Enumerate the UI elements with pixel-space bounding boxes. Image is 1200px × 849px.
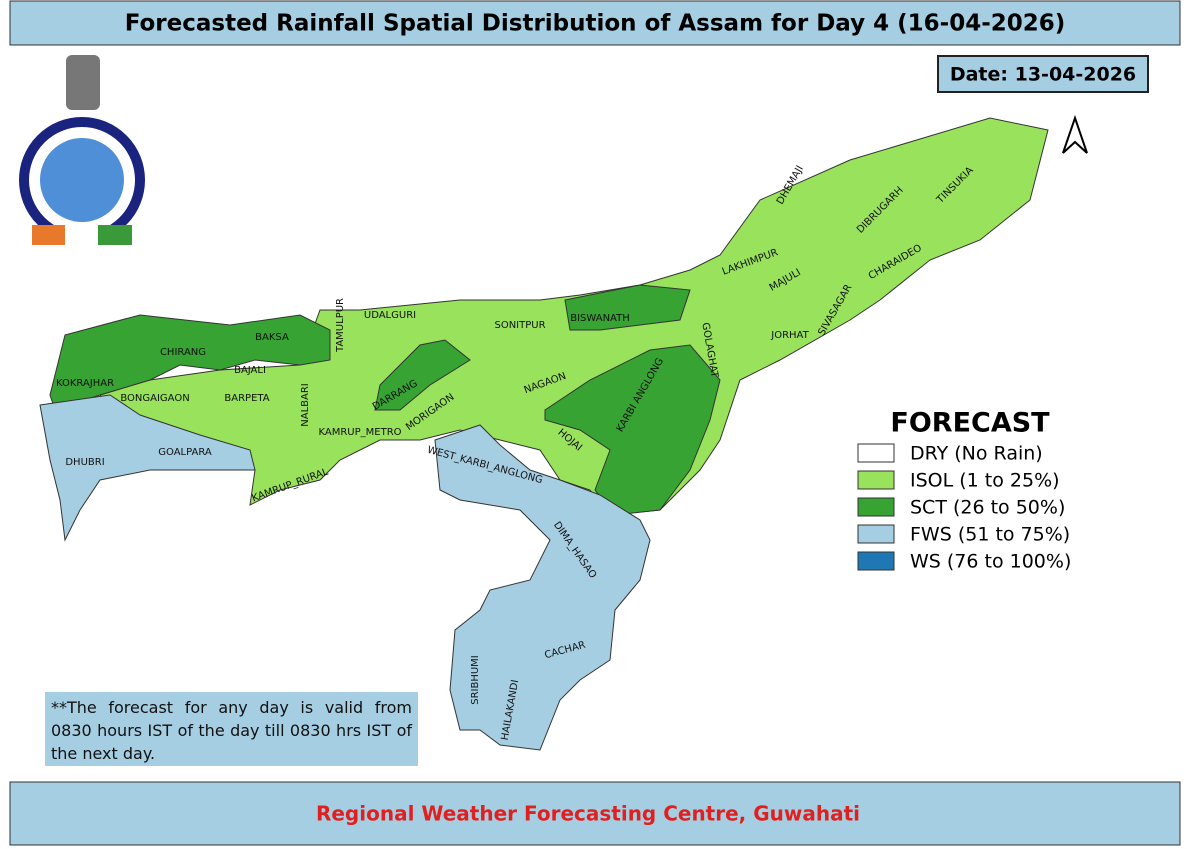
note: **The forecast for any day is valid from…	[45, 692, 418, 766]
district-label: BAKSA	[255, 332, 289, 343]
district-label: UDALGURI	[364, 310, 416, 321]
sct-region	[374, 339, 471, 411]
legend-title: FORECAST	[890, 408, 1050, 439]
legend-label: ISOL (1 to 25%)	[910, 470, 1060, 492]
footer: Regional Weather Forecasting Centre, Guw…	[316, 802, 860, 826]
legend-swatch	[857, 524, 895, 544]
legend-label: SCT (26 to 50%)	[910, 497, 1065, 519]
title: Forecasted Rainfall Spatial Distribution…	[125, 11, 1066, 37]
district-label: NALBARI	[300, 383, 311, 427]
logo	[19, 55, 145, 245]
sct-region	[564, 284, 691, 331]
fws-region	[39, 394, 256, 542]
fws-region	[434, 424, 651, 751]
map	[39, 117, 1049, 751]
legend-label: WS (76 to 100%)	[910, 551, 1071, 573]
district-label: BONGAIGAON	[120, 393, 189, 404]
date: Date: 13-04-2026	[950, 64, 1136, 86]
north-arrow	[1062, 114, 1088, 154]
district-label: JORHAT	[770, 330, 809, 341]
district-label: BISWANATH	[570, 313, 630, 324]
district-label: SONITPUR	[494, 320, 545, 331]
district-label: SRIBHUMI	[470, 655, 481, 705]
district-label: KAMRUP_METRO	[318, 427, 401, 438]
district-label: GOALPARA	[158, 447, 212, 458]
date-box	[937, 55, 1149, 93]
district-label: BARPETA	[224, 393, 269, 404]
legend-swatch	[857, 497, 895, 517]
legend-label: DRY (No Rain)	[910, 443, 1043, 465]
footer-box	[9, 781, 1181, 846]
district-label: DHUBRI	[65, 457, 104, 468]
sct-region	[544, 344, 721, 516]
district-label: TAMULPUR	[335, 298, 346, 353]
legend-label: FWS (51 to 75%)	[910, 524, 1070, 546]
district-label: CHIRANG	[160, 347, 206, 358]
legend-swatch	[857, 443, 895, 463]
legend-swatch	[857, 470, 895, 490]
title-box	[9, 0, 1181, 46]
legend-swatch	[857, 551, 895, 571]
district-label: KOKRAJHAR	[56, 378, 114, 389]
district-label: BAJALI	[234, 365, 266, 376]
